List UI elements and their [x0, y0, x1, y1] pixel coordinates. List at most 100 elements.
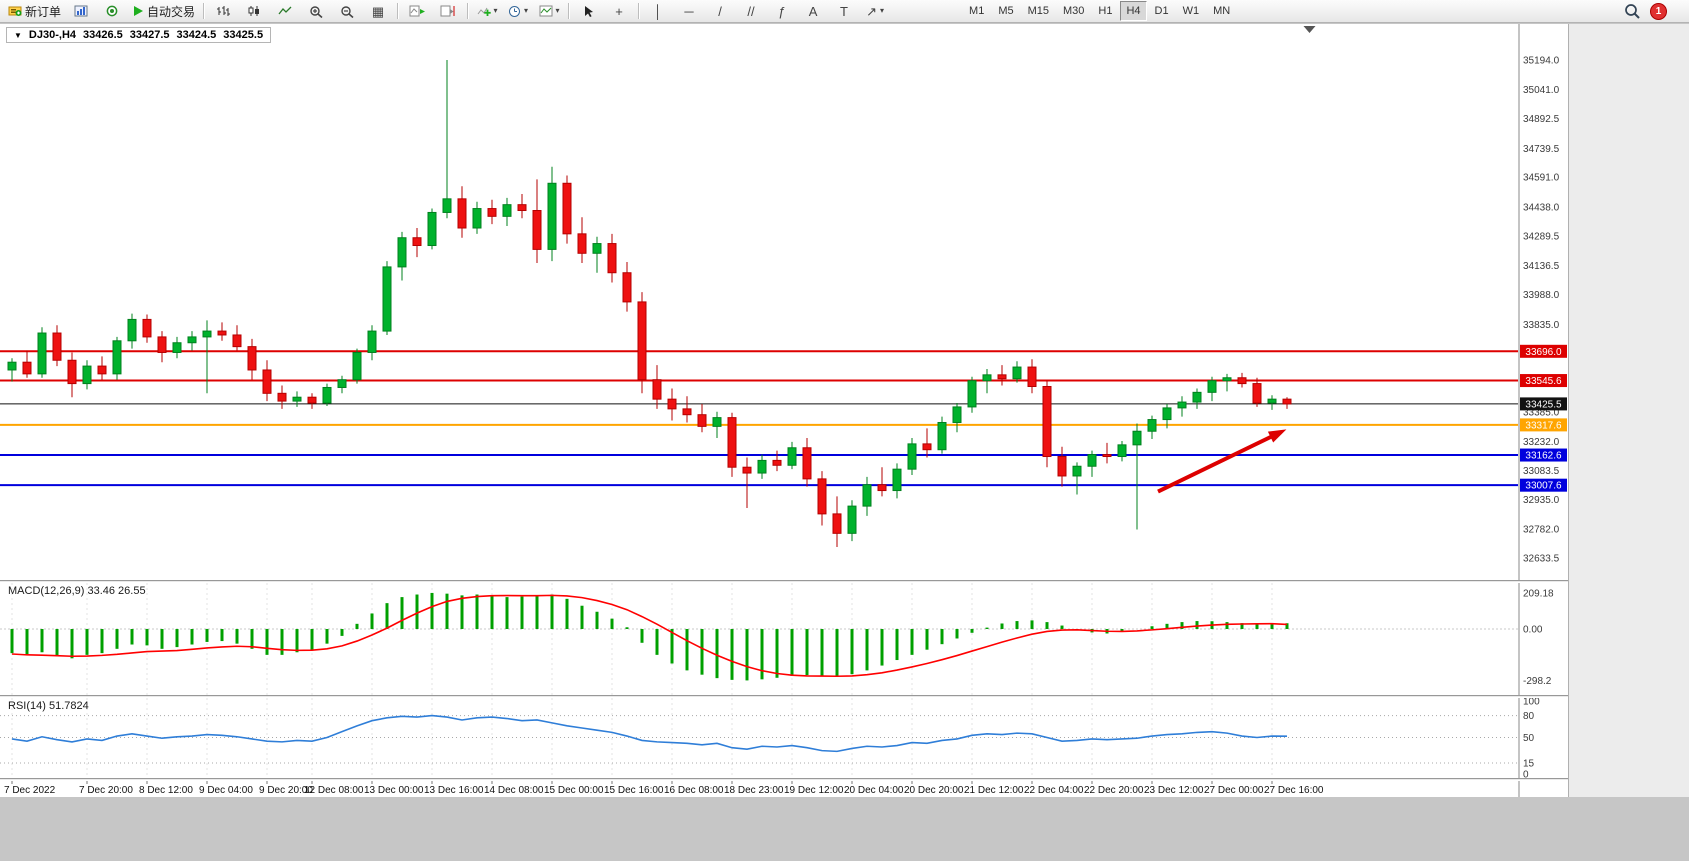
toolbar-right-cluster: 1: [1624, 2, 1685, 20]
svg-text:12 Dec 08:00: 12 Dec 08:00: [304, 785, 364, 796]
zoom-out-button[interactable]: [332, 0, 362, 22]
svg-text:-298.2: -298.2: [1523, 676, 1552, 687]
tile-windows-button[interactable]: ▦: [363, 0, 393, 22]
notification-badge[interactable]: 1: [1650, 2, 1667, 20]
crosshair-icon: +: [615, 3, 623, 19]
rsi-indicator-label: RSI(14) 51.7824: [8, 700, 89, 712]
channel-button[interactable]: //: [736, 0, 766, 22]
svg-text:33317.6: 33317.6: [1525, 420, 1562, 431]
timeframe-button-m5[interactable]: M5: [998, 5, 1014, 17]
candlestick-chart-button[interactable]: [239, 0, 269, 22]
timeframe-strip: M1 M5 M15 M30 H1 H4 D1 W1 MN: [962, 1, 1237, 21]
chevron-down-icon: ▾: [555, 6, 560, 15]
new-order-button[interactable]: 新订单: [4, 0, 65, 22]
svg-text:33425.5: 33425.5: [1525, 399, 1562, 410]
text-button[interactable]: A: [798, 0, 828, 22]
crosshair-button[interactable]: +: [604, 0, 634, 22]
macd-histogram: [10, 592, 1289, 681]
line-chart-button[interactable]: [270, 0, 300, 22]
templates-button[interactable]: ▾: [534, 0, 564, 22]
time-axis[interactable]: 7 Dec 2022 7 Dec 20:00 8 Dec 12:00 9 Dec 04…: [0, 781, 1568, 797]
zoom-in-button[interactable]: [301, 0, 331, 22]
text-label-button[interactable]: T: [829, 0, 859, 22]
zoom-out-icon: [341, 5, 354, 18]
svg-text:33083.5: 33083.5: [1523, 466, 1560, 477]
timeframe-button-h4[interactable]: H4: [1120, 1, 1147, 21]
timeframe-button-h1[interactable]: H1: [1098, 5, 1113, 17]
svg-text:33007.6: 33007.6: [1525, 481, 1562, 492]
svg-text:22 Dec 04:00: 22 Dec 04:00: [1024, 785, 1084, 796]
ohlc-info-bar[interactable]: ▼ DJ30-,H4 33426.5 33427.5 33424.5 33425…: [6, 27, 272, 43]
rsi-panel[interactable]: 100 80 50 150: [0, 698, 1568, 778]
rsi-line: [11, 714, 1288, 753]
toolbar-separator: [467, 3, 469, 19]
bar-chart-button[interactable]: [208, 0, 238, 22]
svg-text:33545.6: 33545.6: [1525, 376, 1562, 387]
svg-text:9 Dec 04:00: 9 Dec 04:00: [199, 785, 253, 796]
cursor-button[interactable]: [573, 0, 603, 22]
chevron-down-icon: ▾: [879, 6, 884, 15]
metaquotes-button[interactable]: [97, 0, 127, 22]
svg-text:33835.0: 33835.0: [1523, 320, 1560, 331]
svg-text:15: 15: [1523, 759, 1535, 770]
one-click-trading-collapse-icon[interactable]: ▼: [14, 30, 22, 40]
svg-text:7 Dec 2022: 7 Dec 2022: [4, 785, 56, 796]
cursor-icon: [584, 5, 593, 17]
svg-text:209.18: 209.18: [1523, 588, 1554, 599]
panel-splitter[interactable]: [0, 778, 1568, 781]
horizontal-line-button[interactable]: ─: [674, 0, 704, 22]
price-badges: 33696.0 33545.6 33425.5 33317.6 33162.6 33007…: [1520, 344, 1567, 492]
svg-text:27 Dec 00:00: 27 Dec 00:00: [1204, 785, 1264, 796]
macd-indicator-label: MACD(12,26,9) 33.46 26.55: [8, 585, 146, 597]
macd-panel[interactable]: 209.18 0.00 -298.2: [0, 583, 1568, 695]
chart-shift-button[interactable]: [433, 0, 463, 22]
svg-text:35194.0: 35194.0: [1523, 55, 1560, 66]
timeframe-button-w1[interactable]: W1: [1182, 5, 1200, 17]
svg-text:23 Dec 12:00: 23 Dec 12:00: [1144, 785, 1204, 796]
candlestick-chart[interactable]: 35194.0 35041.0 34892.5 34739.5 34591.0 34438…: [0, 24, 1568, 580]
price-tick-labels: 35194.0 35041.0 34892.5 34739.5 34591.0 34438…: [1523, 55, 1560, 564]
auto-trading-label: 自动交易: [147, 4, 196, 19]
svg-text:34136.5: 34136.5: [1523, 261, 1560, 272]
search-icon[interactable]: [1624, 3, 1640, 19]
fibonacci-button[interactable]: ƒ: [767, 0, 797, 22]
auto-scroll-button[interactable]: [402, 0, 432, 22]
annotation-arrow-line[interactable]: [1157, 432, 1278, 494]
svg-text:20 Dec 04:00: 20 Dec 04:00: [844, 785, 904, 796]
vertical-line-icon: │: [653, 3, 663, 19]
periods-button[interactable]: ▾: [503, 0, 533, 22]
timeframe-button-mn[interactable]: MN: [1213, 5, 1231, 17]
chart-shift-marker[interactable]: [1303, 26, 1316, 33]
vertical-line-button[interactable]: │: [643, 0, 673, 22]
panel-splitter[interactable]: [0, 580, 1568, 583]
symbol-period-label: DJ30-,H4: [28, 29, 76, 41]
close-value: 33425.5: [223, 29, 264, 41]
low-value: 33424.5: [176, 29, 217, 41]
arrows-button[interactable]: ↗ ▾: [860, 0, 890, 22]
timeframe-button-d1[interactable]: D1: [1154, 5, 1169, 17]
metaquotes-icon: [106, 5, 118, 17]
trendline-button[interactable]: /: [705, 0, 735, 22]
timeframe-button-m30[interactable]: M30: [1063, 5, 1085, 17]
chevron-down-icon: ▾: [493, 6, 498, 15]
charts-profile-button[interactable]: [66, 0, 96, 22]
svg-text:33232.0: 33232.0: [1523, 437, 1560, 448]
clock-icon: [509, 5, 521, 17]
timeframe-button-m15[interactable]: M15: [1027, 5, 1049, 17]
annotation-arrow-head[interactable]: [1267, 429, 1287, 443]
auto-trading-button[interactable]: 自动交易: [128, 0, 199, 22]
auto-scroll-icon: [409, 5, 426, 17]
toolbar-separator: [397, 3, 399, 19]
svg-text:34892.5: 34892.5: [1523, 114, 1560, 125]
auto-trading-icon: [134, 6, 144, 16]
indicators-button[interactable]: ▾: [472, 0, 502, 22]
timeframe-button-m1[interactable]: M1: [969, 5, 985, 17]
panel-splitter[interactable]: [0, 695, 1568, 698]
svg-text:35041.0: 35041.0: [1523, 85, 1560, 96]
svg-text:32935.0: 32935.0: [1523, 495, 1560, 506]
svg-text:15 Dec 16:00: 15 Dec 16:00: [604, 785, 664, 796]
svg-text:80: 80: [1523, 711, 1535, 722]
svg-text:34739.5: 34739.5: [1523, 144, 1560, 155]
svg-text:33988.0: 33988.0: [1523, 290, 1560, 301]
